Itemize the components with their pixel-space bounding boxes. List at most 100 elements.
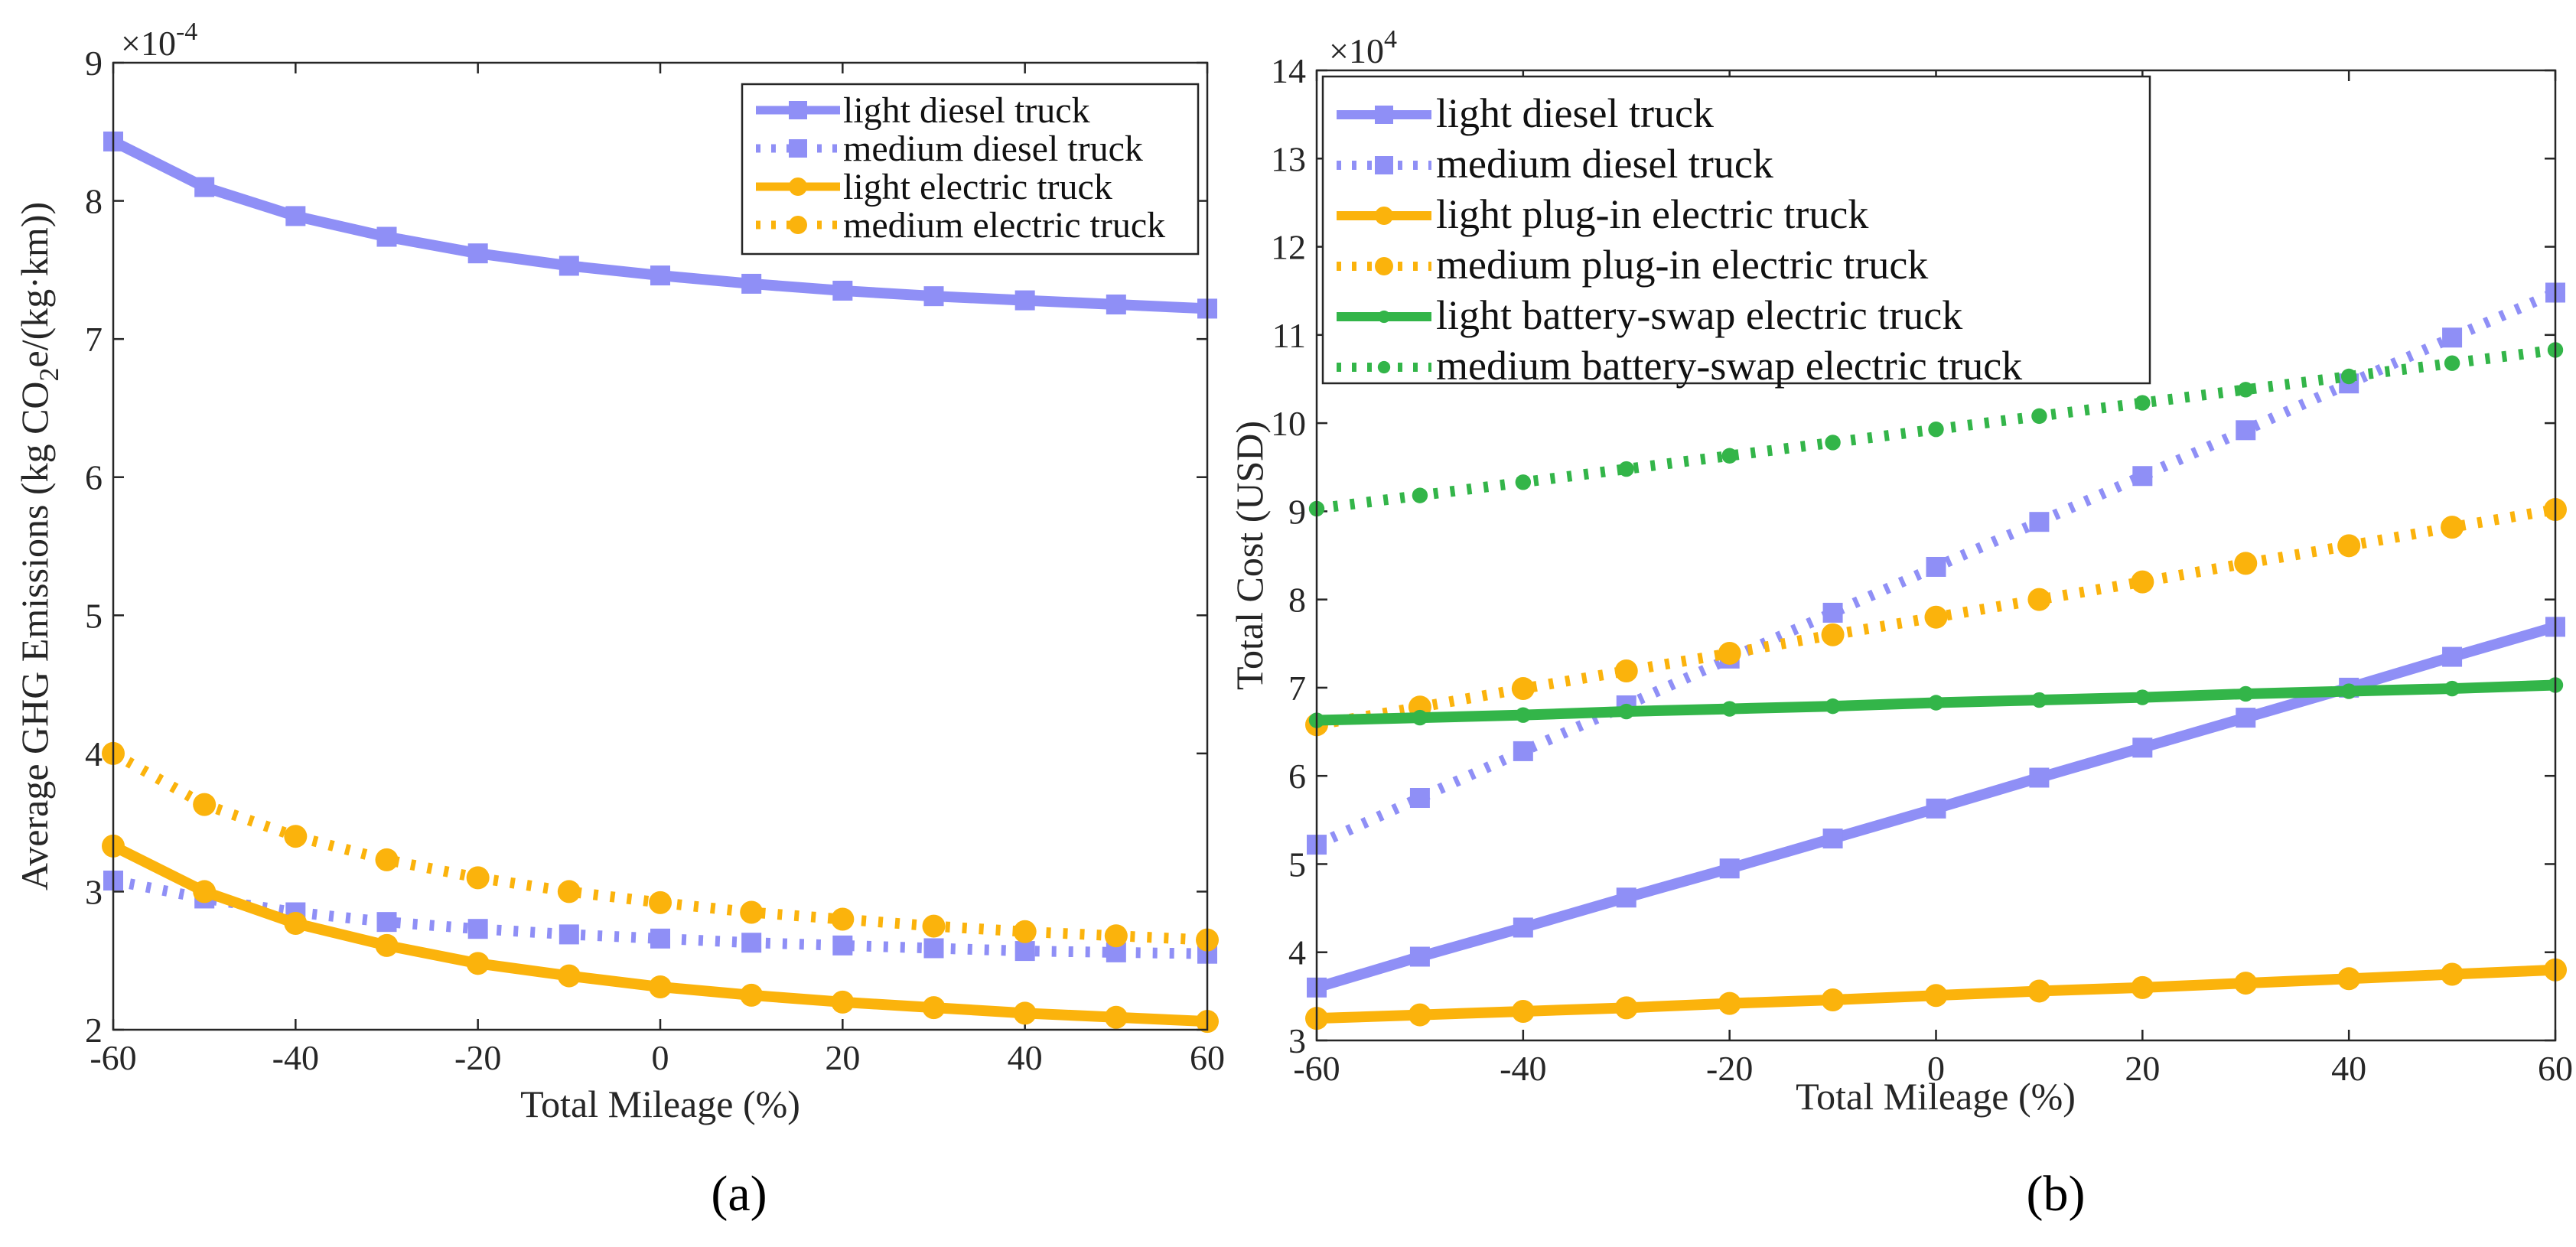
data-point-medium-plug-in-electric-truck — [2441, 516, 2464, 539]
data-point-medium-electric-truck — [1013, 920, 1037, 943]
chart-a-exponent-base: ×10 — [121, 24, 176, 63]
data-point-light-plug-in-electric-truck — [1511, 999, 1535, 1023]
data-point-light-diesel-truck — [1014, 290, 1035, 311]
data-point-medium-diesel-truck — [467, 919, 488, 939]
data-point-light-plug-in-electric-truck — [2027, 979, 2051, 1003]
legend-item-light-battery-swap-electric-truck: light battery-swap electric truck — [1337, 292, 1962, 338]
data-point-medium-electric-truck — [740, 900, 764, 924]
chart-a-y-tick-label: 9 — [85, 44, 103, 83]
chart-b-x-tick-label: 40 — [2331, 1049, 2366, 1088]
legend-item-medium-battery-swap-electric-truck: medium battery-swap electric truck — [1337, 343, 2022, 389]
chart-a-x-tick-label: -40 — [272, 1038, 319, 1077]
data-point-medium-diesel-truck — [559, 924, 579, 945]
chart-b-x-tick-label: 20 — [2125, 1049, 2160, 1088]
data-point-medium-battery-swap-electric-truck — [2444, 355, 2460, 371]
legend-swatch-marker — [1377, 310, 1391, 324]
data-point-light-diesel-truck — [2236, 708, 2256, 728]
data-point-light-battery-swap-electric-truck — [1515, 707, 1532, 723]
legend-label: medium battery-swap electric truck — [1436, 343, 2022, 389]
chart-b-y-tick-label: 11 — [1272, 316, 1306, 355]
data-point-light-diesel-truck — [2029, 767, 2050, 788]
data-point-light-plug-in-electric-truck — [2441, 962, 2464, 986]
data-point-light-battery-swap-electric-truck — [2135, 689, 2151, 705]
legend-swatch-marker — [789, 177, 807, 196]
series-medium-electric-truck — [102, 741, 1219, 952]
series-light-diesel-truck — [1307, 617, 2565, 998]
legend-item-medium-diesel-truck: medium diesel truck — [1337, 141, 1773, 187]
legend-item-medium-plug-in-electric-truck: medium plug-in electric truck — [1337, 242, 1928, 288]
data-point-medium-battery-swap-electric-truck — [1515, 474, 1532, 490]
data-point-medium-diesel-truck — [1513, 741, 1533, 761]
chart-b-x-tick-label: -20 — [1706, 1049, 1753, 1088]
data-point-medium-plug-in-electric-truck — [2027, 588, 2051, 611]
data-point-light-diesel-truck — [285, 206, 306, 226]
legend-swatch-marker — [789, 101, 807, 119]
data-point-light-battery-swap-electric-truck — [1928, 695, 1944, 711]
data-point-light-electric-truck — [375, 933, 399, 957]
legend-swatch-marker — [789, 139, 807, 158]
chart-b-legend-box — [1321, 75, 2151, 385]
legend-swatch-marker — [789, 216, 807, 234]
data-point-medium-plug-in-electric-truck — [1614, 659, 1638, 683]
data-point-light-diesel-truck — [376, 226, 397, 247]
data-point-medium-battery-swap-electric-truck — [1618, 461, 1634, 477]
data-point-light-diesel-truck — [1616, 887, 1636, 908]
data-point-light-plug-in-electric-truck — [2234, 972, 2258, 995]
data-point-medium-diesel-truck — [1409, 788, 1430, 808]
data-point-light-diesel-truck — [1106, 295, 1126, 314]
data-point-light-plug-in-electric-truck — [1821, 988, 1845, 1011]
data-point-light-diesel-truck — [559, 256, 579, 276]
chart-a-panel-label: (a) — [711, 1166, 767, 1222]
data-point-medium-electric-truck — [649, 890, 672, 914]
chart-b-exponent-base: ×10 — [1329, 31, 1384, 70]
data-point-medium-plug-in-electric-truck — [2131, 570, 2154, 594]
legend-item-light-diesel-truck: light diesel truck — [1337, 90, 1714, 136]
data-point-medium-diesel-truck — [1926, 556, 1946, 577]
legend-swatch-marker — [1375, 207, 1393, 225]
chart-b-x-tick-label: -60 — [1293, 1049, 1340, 1088]
data-point-light-plug-in-electric-truck — [1924, 984, 1948, 1008]
data-point-light-diesel-truck — [467, 243, 488, 264]
legend-label: light diesel truck — [1436, 90, 1714, 136]
chart-b-y-axis-label: Total Cost (USD) — [1228, 421, 1271, 690]
data-point-medium-electric-truck — [284, 825, 308, 848]
data-point-medium-battery-swap-electric-truck — [2135, 395, 2151, 411]
data-point-medium-diesel-truck — [2029, 512, 2050, 532]
chart-b-x-axis-label: Total Mileage (%) — [1796, 1075, 2076, 1118]
data-point-medium-plug-in-electric-truck — [1821, 623, 1845, 646]
chart-a-x-tick-label: 40 — [1008, 1038, 1043, 1077]
data-point-light-diesel-truck — [650, 265, 670, 286]
data-point-light-electric-truck — [557, 964, 581, 988]
data-point-medium-diesel-truck — [376, 912, 397, 933]
data-point-light-electric-truck — [284, 911, 308, 935]
chart-a-plot-frame — [112, 61, 1209, 1031]
chart-b-panel-label: (b) — [2027, 1166, 2086, 1222]
legend-label: light electric truck — [843, 167, 1112, 207]
data-point-medium-electric-truck — [193, 793, 217, 816]
legend-swatch-marker — [1375, 106, 1393, 124]
data-point-medium-battery-swap-electric-truck — [1825, 435, 1841, 451]
chart-a-series — [102, 131, 1219, 1034]
data-point-medium-diesel-truck — [832, 935, 853, 956]
chart-b-y-tick-label: 6 — [1288, 757, 1306, 796]
data-point-light-diesel-truck — [2132, 737, 2153, 758]
data-point-light-battery-swap-electric-truck — [2238, 685, 2254, 702]
data-point-light-battery-swap-electric-truck — [2031, 692, 2047, 708]
data-point-medium-electric-truck — [831, 907, 855, 931]
data-point-light-diesel-truck — [1719, 858, 1740, 879]
data-point-light-diesel-truck — [2442, 646, 2463, 667]
data-point-medium-battery-swap-electric-truck — [1412, 487, 1428, 503]
chart-a-y-tick-label: 7 — [85, 320, 103, 359]
series-light-battery-swap-electric-truck — [1308, 677, 2564, 728]
data-point-light-electric-truck — [466, 952, 490, 975]
data-point-light-diesel-truck — [1822, 829, 1843, 849]
chart-b-y-tick-label: 13 — [1271, 139, 1306, 178]
data-point-light-battery-swap-electric-truck — [1618, 703, 1634, 720]
data-point-light-electric-truck — [649, 975, 672, 999]
data-point-medium-diesel-truck — [2236, 420, 2256, 441]
chart-b-y-tick-label: 5 — [1288, 845, 1306, 884]
chart-a-x-axis-label: Total Mileage (%) — [520, 1083, 800, 1125]
chart-b-y-tick-label: 8 — [1288, 581, 1306, 620]
chart-b-y-tick-label: 10 — [1271, 404, 1306, 443]
